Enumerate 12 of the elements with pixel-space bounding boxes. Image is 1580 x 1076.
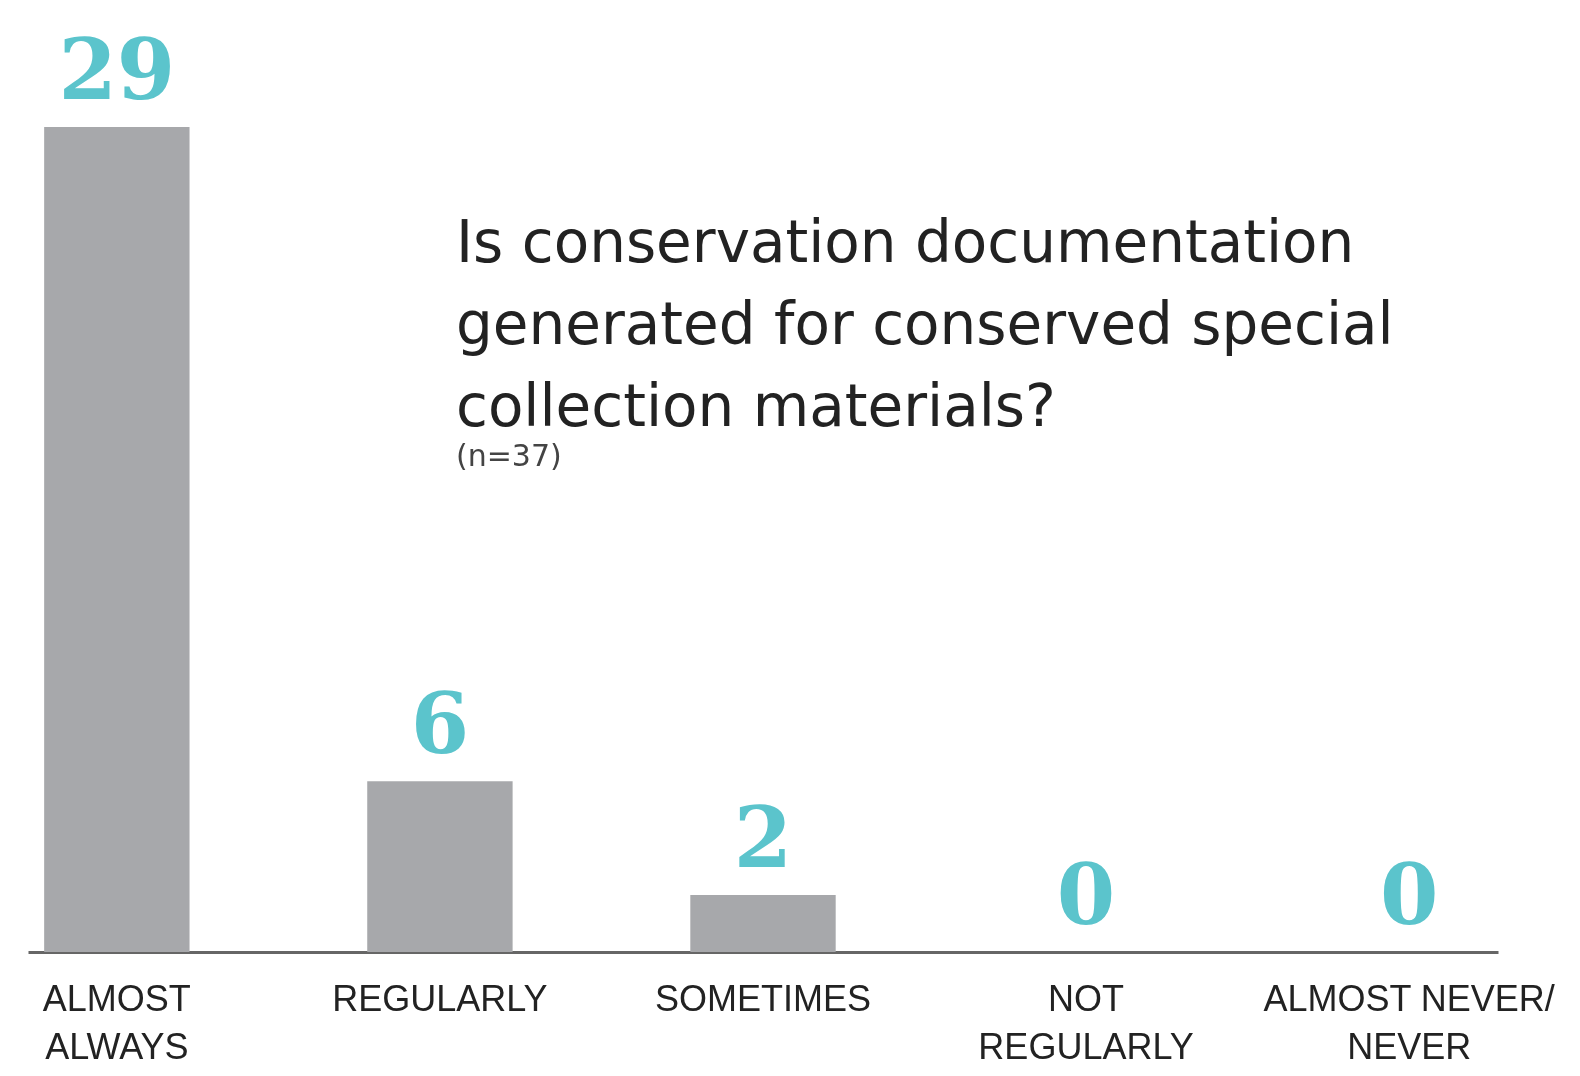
text: (n=37) — [456, 438, 562, 473]
text: Is conservation documentation generated for conserved special collection materials? — [456, 208, 1394, 440]
x-tick-label: NOT REGULARLY — [978, 977, 1194, 1067]
data-label: 0 — [1379, 845, 1439, 944]
x-tick-label: SOMETIMES — [654, 977, 872, 1019]
x-tick-label: REGULARLY — [332, 977, 548, 1019]
x-tick-label: ALMOST ALWAYS — [42, 977, 191, 1067]
data-label: 2 — [733, 788, 793, 888]
x-tick-label: ALMOST NEVER/ NEVER — [1263, 977, 1555, 1067]
data-label: 6 — [410, 674, 470, 774]
data-label: 0 — [1056, 845, 1116, 944]
data-label: 29 — [58, 20, 176, 119]
